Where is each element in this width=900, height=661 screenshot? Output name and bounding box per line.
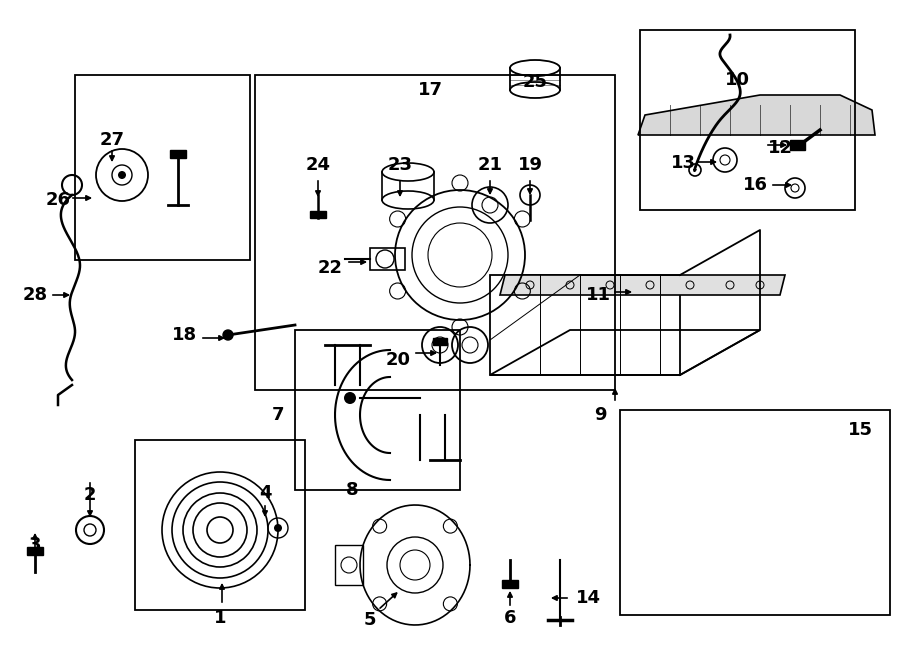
Text: 25: 25: [523, 73, 547, 91]
Bar: [170, 150, 186, 158]
Text: 4: 4: [259, 484, 271, 502]
Bar: [310, 211, 326, 218]
Bar: [640, 30, 855, 210]
Text: 20: 20: [385, 351, 410, 369]
Text: 22: 22: [318, 259, 343, 277]
Bar: [295, 330, 460, 490]
Bar: [75, 75, 250, 260]
Bar: [27, 547, 43, 555]
Text: 13: 13: [670, 154, 696, 172]
Circle shape: [344, 392, 356, 404]
Text: 14: 14: [575, 589, 600, 607]
Polygon shape: [638, 95, 875, 135]
Text: 24: 24: [305, 156, 330, 174]
Text: 1: 1: [214, 609, 226, 627]
Bar: [335, 545, 363, 585]
Text: 18: 18: [173, 326, 198, 344]
Text: 27: 27: [100, 131, 124, 149]
Polygon shape: [500, 275, 785, 295]
Bar: [502, 580, 518, 588]
Text: 19: 19: [518, 156, 543, 174]
Circle shape: [223, 330, 233, 340]
Text: 10: 10: [724, 71, 750, 89]
Text: 15: 15: [848, 421, 872, 439]
Bar: [255, 75, 615, 390]
Text: 21: 21: [478, 156, 502, 174]
Text: 2: 2: [84, 486, 96, 504]
Text: 5: 5: [364, 611, 376, 629]
Text: 8: 8: [346, 481, 358, 499]
Text: 9: 9: [594, 406, 607, 424]
Text: 26: 26: [46, 191, 70, 209]
Text: 3: 3: [29, 536, 41, 554]
Bar: [370, 248, 405, 270]
Text: 28: 28: [22, 286, 48, 304]
Text: 11: 11: [586, 286, 610, 304]
Text: 23: 23: [388, 156, 412, 174]
Circle shape: [118, 171, 126, 179]
Text: 16: 16: [742, 176, 768, 194]
Text: 12: 12: [768, 139, 793, 157]
Bar: [790, 140, 805, 150]
Bar: [135, 440, 305, 610]
Text: 17: 17: [418, 81, 443, 99]
Text: 7: 7: [272, 406, 284, 424]
Text: 6: 6: [504, 609, 517, 627]
Circle shape: [274, 524, 282, 532]
Bar: [620, 410, 890, 615]
Bar: [433, 338, 447, 345]
